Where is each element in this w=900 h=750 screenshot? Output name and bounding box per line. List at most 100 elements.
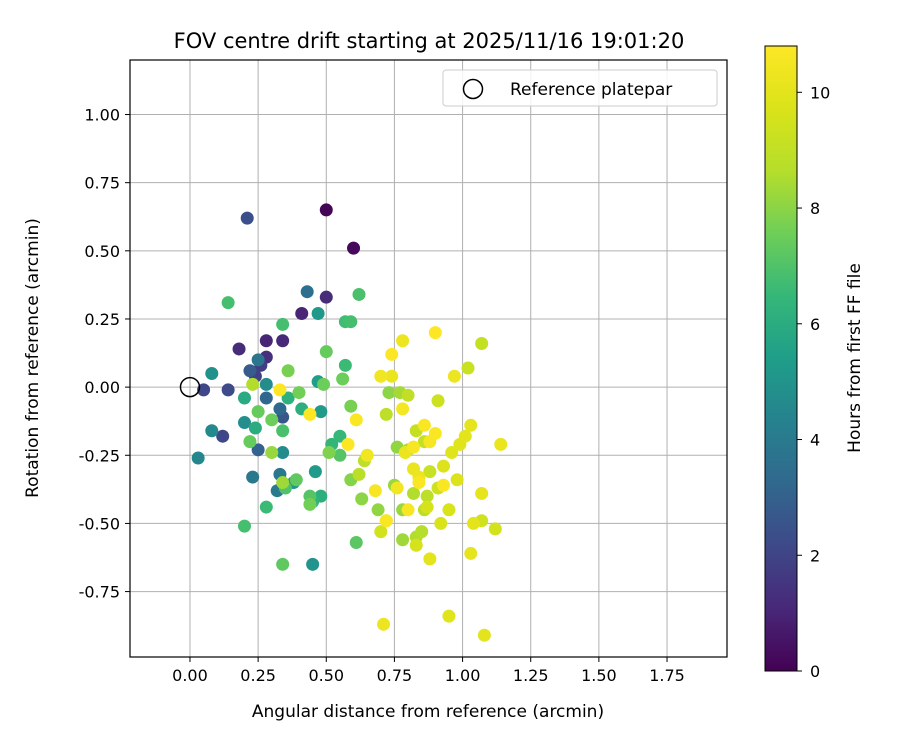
data-point <box>360 448 374 462</box>
data-point <box>385 369 399 383</box>
data-point <box>379 407 393 421</box>
data-point <box>333 429 347 443</box>
x-axis-ticks: 0.00 0.25 0.50 0.75 1.00 1.25 1.50 1.75 <box>172 657 685 685</box>
data-point <box>259 377 273 391</box>
data-point <box>338 358 352 372</box>
data-point <box>243 364 257 378</box>
data-point <box>407 486 421 500</box>
y-axis-ticks: -0.75 -0.50 -0.25 0.00 0.25 0.50 0.75 1.00 <box>79 106 130 602</box>
data-point <box>368 484 382 498</box>
data-point <box>428 326 442 340</box>
y-tick-label: 0.50 <box>84 242 120 261</box>
data-point <box>344 315 358 329</box>
data-point <box>349 536 363 550</box>
data-point <box>237 519 251 533</box>
colorbar-tick-label: 10 <box>810 83 830 102</box>
data-point <box>423 465 437 479</box>
data-point <box>248 421 262 435</box>
data-point <box>407 440 421 454</box>
data-point <box>240 211 254 225</box>
data-point <box>442 609 456 623</box>
data-point <box>436 459 450 473</box>
data-point <box>445 446 459 460</box>
data-point <box>450 473 464 487</box>
data-point <box>205 424 219 438</box>
data-point <box>415 525 429 539</box>
data-point <box>494 437 508 451</box>
data-point <box>289 473 303 487</box>
data-point <box>276 334 290 348</box>
data-point <box>464 546 478 560</box>
data-point <box>341 437 355 451</box>
data-point <box>237 391 251 405</box>
data-point <box>319 203 333 217</box>
data-point <box>276 476 290 490</box>
data-point <box>191 451 205 465</box>
data-point <box>319 290 333 304</box>
reference-platepar-marker <box>179 376 201 398</box>
data-point <box>221 296 235 310</box>
data-point <box>237 416 251 430</box>
x-tick-label: 1.00 <box>445 666 481 685</box>
data-point <box>259 334 273 348</box>
legend-box <box>442 69 718 107</box>
data-point <box>401 388 415 402</box>
y-tick-label: 1.00 <box>84 106 120 125</box>
y-tick-label: -0.50 <box>79 514 120 533</box>
data-point <box>447 369 461 383</box>
data-point <box>442 503 456 517</box>
colorbar-tick-label: 8 <box>810 199 820 218</box>
data-point <box>216 429 230 443</box>
data-point <box>423 552 437 566</box>
data-point <box>251 443 265 457</box>
data-point <box>276 424 290 438</box>
data-point <box>281 364 295 378</box>
y-tick-label: 0.75 <box>84 174 120 193</box>
y-axis-label: Rotation from reference (arcmin) <box>23 218 43 498</box>
chart-title: FOV centre drift starting at 2025/11/16 … <box>174 29 685 53</box>
data-point <box>251 353 265 367</box>
data-point <box>336 372 350 386</box>
data-point <box>377 617 391 631</box>
data-point <box>197 383 211 397</box>
x-tick-label: 1.50 <box>581 666 617 685</box>
x-tick-label: 1.75 <box>649 666 685 685</box>
data-point <box>306 557 320 571</box>
data-point <box>232 342 246 356</box>
colorbar-tick-label: 0 <box>810 662 820 681</box>
data-point <box>314 405 328 419</box>
data-point <box>475 486 489 500</box>
legend-label: Reference platepar <box>510 80 672 100</box>
data-point <box>396 533 410 547</box>
y-tick-label: -0.25 <box>79 446 120 465</box>
data-point <box>428 426 442 440</box>
data-point <box>382 386 396 400</box>
data-point <box>276 446 290 460</box>
data-point <box>303 407 317 421</box>
data-point <box>458 429 472 443</box>
data-points <box>179 203 508 642</box>
colorbar-tick-label: 2 <box>810 546 820 565</box>
data-point <box>401 503 415 517</box>
data-point <box>488 522 502 536</box>
data-point <box>311 307 325 321</box>
data-point <box>461 361 475 375</box>
x-tick-label: 0.75 <box>377 666 413 685</box>
y-tick-label: 0.00 <box>84 378 120 397</box>
data-point <box>295 307 309 321</box>
data-point <box>466 516 480 530</box>
data-point <box>374 525 388 539</box>
data-point <box>371 503 385 517</box>
data-point <box>352 467 366 481</box>
legend: Reference platepar <box>442 69 718 107</box>
data-point <box>436 478 450 492</box>
data-point <box>243 435 257 449</box>
data-point <box>412 476 426 490</box>
plot-frame <box>129 59 728 658</box>
data-point <box>246 470 260 484</box>
data-point <box>303 497 317 511</box>
x-tick-label: 1.25 <box>513 666 549 685</box>
data-point <box>322 446 336 460</box>
data-point <box>344 399 358 413</box>
